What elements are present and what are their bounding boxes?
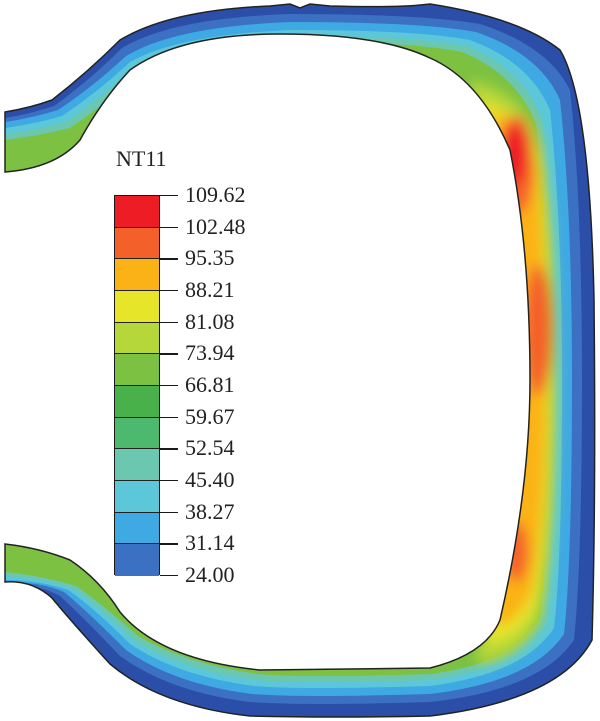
legend-swatch xyxy=(115,196,159,228)
legend-tick-mark xyxy=(160,416,178,419)
legend-tick-label: 95.35 xyxy=(185,245,235,271)
legend-tick-label: 38.27 xyxy=(185,498,235,524)
legend-tick-label: 31.14 xyxy=(185,530,235,556)
legend-swatch xyxy=(115,322,159,355)
legend-swatch xyxy=(115,354,159,386)
legend-tick-label: 88.21 xyxy=(185,277,235,302)
legend-swatch xyxy=(115,449,159,481)
legend-tick-label: 52.54 xyxy=(185,435,235,461)
legend-tick-label: 59.67 xyxy=(185,403,235,429)
legend-tick-label: 81.08 xyxy=(185,308,235,334)
legend-title: NT11 xyxy=(116,146,167,171)
legend-tick-mark xyxy=(160,195,178,197)
legend-swatch xyxy=(115,544,159,576)
legend-tick-mark xyxy=(160,258,178,260)
legend-tick-mark xyxy=(160,290,178,292)
legend-swatch xyxy=(115,480,159,513)
legend-tick-label: 102.48 xyxy=(185,213,246,239)
legend-tick-mark xyxy=(160,321,178,324)
legend-tick-mark xyxy=(160,353,178,355)
legend-tick-label: 109.62 xyxy=(185,182,246,207)
legend-swatch xyxy=(115,417,159,450)
legend-colorbar xyxy=(114,195,160,576)
legend-swatch xyxy=(115,290,159,323)
legend-swatch xyxy=(115,227,159,260)
legend-tick-mark xyxy=(160,575,178,577)
legend-ticks: 109.62 102.48 95.35 88.21 81.08 73.94 66.81 59.… xyxy=(160,182,300,587)
legend-tick-label: 24.00 xyxy=(185,562,235,587)
legend-tick-label: 73.94 xyxy=(185,340,235,366)
legend-swatch xyxy=(115,259,159,291)
legend-swatch xyxy=(115,385,159,418)
legend-tick-mark xyxy=(160,511,178,514)
legend-tick-label: 66.81 xyxy=(185,372,235,397)
legend-tick-mark xyxy=(160,385,178,387)
tire-outline xyxy=(4,3,596,718)
legend-tick-mark xyxy=(160,448,178,450)
legend-tick-mark xyxy=(160,226,178,229)
legend-tick-mark xyxy=(160,480,178,482)
legend-tick-label: 45.40 xyxy=(185,467,235,492)
legend-tick-mark xyxy=(160,543,178,545)
legend-swatch xyxy=(115,512,159,545)
